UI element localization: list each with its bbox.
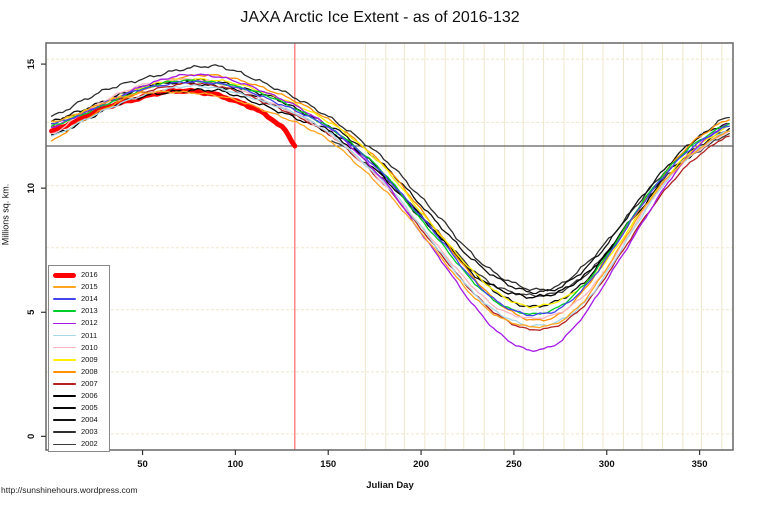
legend-label: 2011	[81, 330, 98, 340]
legend-item-2014: 2014	[53, 293, 109, 305]
x-axis-label: Julian Day	[366, 480, 414, 491]
legend-swatch-2012	[53, 322, 76, 325]
series-line-2015	[50, 90, 730, 329]
legend-label: 2006	[81, 390, 98, 400]
legend-item-2016: 2016	[53, 269, 109, 281]
legend-item-2008: 2008	[53, 366, 109, 378]
chart-title: JAXA Arctic Ice Extent - as of 2016-132	[240, 9, 520, 26]
legend-swatch-2009	[53, 358, 76, 361]
y-tick-label: 5	[26, 309, 37, 315]
x-tick-label: 250	[506, 459, 522, 470]
series-line-2003	[50, 64, 730, 292]
legend-swatch-2006	[53, 395, 76, 397]
legend-item-2007: 2007	[53, 378, 109, 390]
legend-label: 2009	[81, 354, 98, 364]
y-tick-label: 10	[26, 183, 37, 194]
legend-swatch-2011	[53, 334, 76, 337]
legend-swatch-2003	[53, 431, 76, 434]
legend-item-2002: 2002	[53, 438, 109, 450]
legend-item-2006: 2006	[53, 390, 109, 402]
legend-item-2012: 2012	[53, 317, 109, 329]
legend-label: 2012	[81, 318, 98, 328]
legend-item-2015: 2015	[53, 281, 109, 293]
legend-swatch-2004	[53, 419, 76, 422]
legend-label: 2007	[81, 378, 98, 388]
legend-label: 2003	[81, 427, 98, 437]
series-line-2011	[50, 84, 730, 328]
legend-label: 2010	[81, 342, 98, 352]
legend-label: 2016	[81, 270, 98, 280]
legend-label: 2013	[81, 306, 98, 316]
legend-swatch-2010	[53, 346, 76, 349]
legend-swatch-2007	[53, 383, 76, 385]
legend-item-2009: 2009	[53, 354, 109, 366]
legend-label: 2008	[81, 366, 98, 376]
series-line-2007	[50, 82, 730, 331]
y-tick-label: 0	[26, 434, 37, 439]
series-line-2012	[50, 73, 730, 352]
legend-swatch-2002	[53, 443, 76, 446]
legend-swatch-2008	[53, 370, 76, 373]
watermark-url: http://sunshinehours.wordpress.com	[1, 485, 138, 495]
x-tick-label: 150	[320, 459, 336, 470]
legend-box: 2016 2015 2014 2013 2012 2011 2010 2009 2008 2007…	[48, 265, 110, 452]
series-line-2010	[50, 78, 730, 320]
legend-swatch-2013	[53, 310, 76, 313]
series-line-2013	[50, 79, 730, 315]
legend-swatch-2016	[53, 272, 76, 278]
legend-swatch-2015	[53, 286, 76, 288]
legend-item-2010: 2010	[53, 342, 109, 354]
legend-label: 2015	[81, 282, 98, 292]
legend-label: 2004	[81, 415, 98, 425]
legend-item-2005: 2005	[53, 402, 109, 414]
x-tick-label: 350	[692, 459, 708, 470]
legend-swatch-2014	[53, 298, 76, 301]
legend-label: 2002	[81, 439, 98, 449]
y-tick-label: 15	[26, 58, 37, 69]
series-line-2014	[50, 80, 730, 317]
legend-item-2004: 2004	[53, 414, 109, 426]
series-line-2009	[50, 78, 730, 309]
x-tick-label: 100	[227, 459, 243, 470]
x-tick-label: 200	[413, 459, 429, 470]
legend-label: 2014	[81, 294, 98, 304]
series-line-2006	[50, 87, 730, 299]
series-line-2008	[50, 73, 730, 322]
x-tick-label: 300	[599, 459, 615, 470]
x-tick-label: 50	[137, 459, 148, 470]
legend-item-2003: 2003	[53, 426, 109, 438]
legend-item-2011: 2011	[53, 329, 109, 341]
series-line-2002	[331, 132, 730, 298]
legend-item-2013: 2013	[53, 305, 109, 317]
legend-label: 2005	[81, 403, 98, 413]
series-line-2005	[50, 81, 730, 308]
plot-border	[45, 42, 734, 451]
legend-swatch-2005	[53, 407, 76, 409]
